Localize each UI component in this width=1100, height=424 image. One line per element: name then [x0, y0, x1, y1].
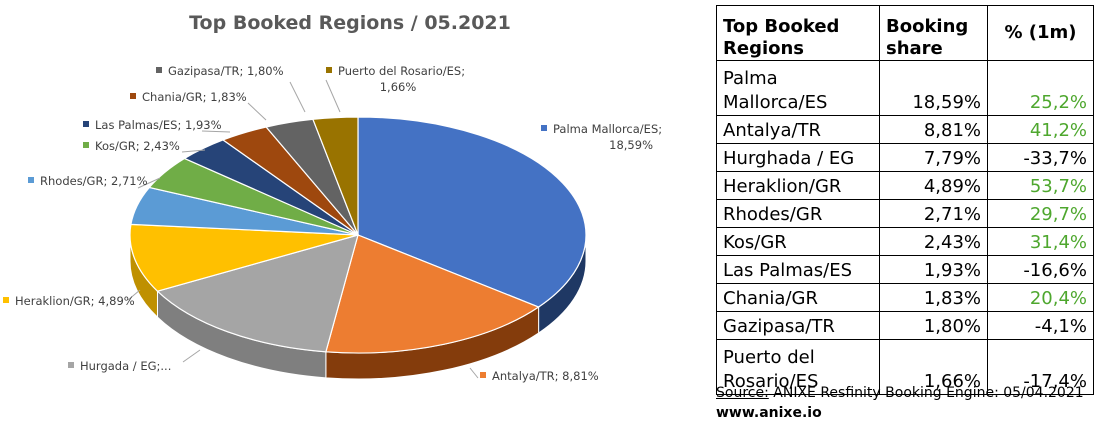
header-change-1m: % (1m): [987, 5, 1094, 61]
svg-text:Puerto del Rosario/ES;: Puerto del Rosario/ES;: [338, 64, 465, 78]
table-row: Palma Mallorca/ES 18,59% 25,2%: [716, 60, 1094, 116]
svg-text:Rhodes/GR; 2,71%: Rhodes/GR; 2,71%: [40, 174, 148, 188]
cell-change-1m: 53,7%: [987, 171, 1094, 200]
table-row: Kos/GR 2,43% 31,4%: [716, 227, 1094, 256]
svg-text:Las Palmas/ES; 1,93%: Las Palmas/ES; 1,93%: [95, 118, 222, 132]
table-row: Gazipasa/TR 1,80% -4,1%: [716, 311, 1094, 340]
cell-change-1m: 29,7%: [987, 199, 1094, 228]
cell-booking-share: 1,66%: [879, 339, 988, 395]
slice-label: Hurgada / EG;...: [68, 349, 201, 373]
table-row: Hurghada / EG 7,79% -33,7%: [716, 143, 1094, 172]
slice-label: Palma Mallorca/ES;18,59%Palma Mallorca/E…: [541, 122, 662, 152]
cell-region: Hurghada / EG: [716, 143, 880, 172]
svg-text:1,66%: 1,66%: [380, 80, 417, 94]
slice-label: Las Palmas/ES; 1,93%: [83, 118, 231, 133]
cell-booking-share: 18,59%: [879, 60, 988, 116]
header-regions: Top Booked Regions: [716, 5, 880, 61]
legend-marker: [68, 362, 74, 368]
cell-region: Rhodes/GR: [716, 199, 880, 228]
slice-label: Chania/GR; 1,83%: [130, 90, 267, 121]
cell-booking-share: 4,89%: [879, 171, 988, 200]
table-row: Las Palmas/ES 1,93% -16,6%: [716, 255, 1094, 284]
cell-change-1m: -17,4%: [987, 339, 1094, 395]
legend-marker: [326, 67, 332, 73]
cell-booking-share: 8,81%: [879, 115, 988, 144]
table-body: Palma Mallorca/ES 18,59% 25,2% Antalya/TR 8,…: [716, 60, 1094, 395]
slice-label: Kos/GR; 2,43%: [83, 139, 206, 153]
slice-label: Heraklion/GR; 4,89%: [3, 289, 141, 308]
pie-chart-area: Top Booked Regions / 05.2021 Palma Mallo…: [3, 12, 662, 383]
slice-label: Rhodes/GR; 2,71%: [28, 174, 161, 189]
table-row: Heraklion/GR 4,89% 53,7%: [716, 171, 1094, 200]
svg-text:Antalya/TR; 8,81%: Antalya/TR; 8,81%: [492, 369, 599, 383]
pie-slice: [325, 234, 540, 354]
source-text: ANIXE Resfinity Booking Engine: 05/04.20…: [773, 385, 1084, 401]
cell-change-1m: 25,2%: [987, 60, 1094, 116]
legend-marker: [541, 125, 547, 131]
svg-text:Gazipasa/TR; 1,80%: Gazipasa/TR; 1,80%: [168, 64, 284, 78]
cell-region: Kos/GR: [716, 227, 880, 256]
svg-text:18,59%: 18,59%: [609, 138, 653, 152]
table-header-row: Top Booked Regions Booking share % (1m): [716, 5, 1094, 61]
cell-change-1m: -16,6%: [987, 255, 1094, 284]
website-link[interactable]: www.anixe.io: [716, 405, 822, 421]
legend-marker: [130, 93, 136, 99]
cell-region: Las Palmas/ES: [716, 255, 880, 284]
cell-booking-share: 2,43%: [879, 227, 988, 256]
cell-booking-share: 1,93%: [879, 255, 988, 284]
regions-table: Top Booked Regions Booking share % (1m) …: [716, 5, 1094, 395]
cell-change-1m: -4,1%: [987, 311, 1094, 340]
chart-title: Top Booked Regions / 05.2021: [189, 12, 511, 34]
cell-region: Puerto del Rosario/ES: [716, 339, 880, 395]
cell-region: Gazipasa/TR: [716, 311, 880, 340]
table-row: Chania/GR 1,83% 20,4%: [716, 283, 1094, 312]
table-row: Puerto del Rosario/ES 1,66% -17,4%: [716, 339, 1094, 395]
svg-text:Kos/GR; 2,43%: Kos/GR; 2,43%: [95, 139, 180, 153]
legend-marker: [28, 177, 34, 183]
cell-booking-share: 1,83%: [879, 283, 988, 312]
source-note: Source: ANIXE Resfinity Booking Engine: …: [716, 385, 1084, 401]
pie-chart: Palma Mallorca/ES;18,59%Palma Mallorca/E…: [3, 64, 662, 383]
pie-slice: [312, 116, 359, 236]
cell-region: Heraklion/GR: [716, 171, 880, 200]
table-row: Rhodes/GR 2,71% 29,7%: [716, 199, 1094, 228]
cell-booking-share: 7,79%: [879, 143, 988, 172]
pie-slice: [357, 116, 587, 308]
cell-booking-share: 1,80%: [879, 311, 988, 340]
cell-change-1m: 41,2%: [987, 115, 1094, 144]
cell-booking-share: 2,71%: [879, 199, 988, 228]
legend-marker: [480, 372, 486, 378]
legend-marker: [83, 142, 89, 148]
legend-marker: [83, 121, 89, 127]
table-row: Antalya/TR 8,81% 41,2%: [716, 115, 1094, 144]
cell-region: Antalya/TR: [716, 115, 880, 144]
svg-text:Heraklion/GR; 4,89%: Heraklion/GR; 4,89%: [15, 294, 135, 308]
slice-label: Puerto del Rosario/ES;1,66%Puerto del Ro…: [325, 64, 465, 113]
source-label: Source:: [716, 385, 769, 401]
svg-text:Chania/GR; 1,83%: Chania/GR; 1,83%: [142, 90, 247, 104]
svg-text:Palma Mallorca/ES;: Palma Mallorca/ES;: [553, 122, 662, 136]
slice-label: Gazipasa/TR; 1,80%: [156, 64, 306, 113]
legend-marker: [3, 297, 9, 303]
header-booking-share: Booking share: [879, 5, 988, 61]
pie-slice: [156, 234, 359, 353]
cell-change-1m: 31,4%: [987, 227, 1094, 256]
cell-region: Palma Mallorca/ES: [716, 60, 880, 116]
cell-change-1m: -33,7%: [987, 143, 1094, 172]
slice-label: Antalya/TR; 8,81%: [469, 367, 599, 383]
cell-change-1m: 20,4%: [987, 283, 1094, 312]
pie-slice: [129, 223, 359, 292]
svg-text:Hurgada / EG;...: Hurgada / EG;...: [80, 359, 171, 373]
legend-marker: [156, 67, 162, 73]
cell-region: Chania/GR: [716, 283, 880, 312]
